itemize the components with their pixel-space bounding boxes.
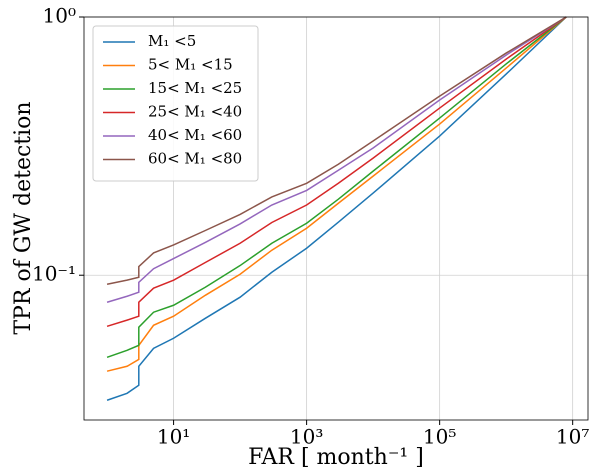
x-tick-label: 10⁷ (556, 425, 589, 449)
legend-label: 5< M₁ <15 (148, 56, 233, 74)
data-line (106, 16, 567, 372)
legend-label: 60< M₁ <80 (148, 150, 242, 168)
x-axis-label: FAR [ month⁻¹ ] (248, 445, 424, 470)
legend-label: 25< M₁ <40 (148, 103, 242, 121)
x-tick-label: 10³ (290, 425, 323, 449)
legend: M₁ <5 5< M₁ <15 15< M₁ <25 25< M₁ <40 40< M₁… (92, 25, 259, 182)
x-tick-label: 10⁵ (423, 425, 456, 449)
data-line (106, 16, 567, 328)
legend-label: M₁ <5 (148, 32, 196, 50)
data-line (106, 16, 567, 359)
x-tick-label: 10¹ (157, 425, 190, 449)
y-tick-label: 10⁰ (43, 4, 76, 28)
legend-label: 40< M₁ <60 (148, 126, 242, 144)
data-line (106, 16, 567, 285)
y-tick-label: 10⁻¹ (32, 262, 76, 286)
data-line (106, 16, 567, 401)
data-line (106, 16, 567, 303)
y-axis-label: TPR of GW detection (11, 101, 36, 334)
legend-label: 15< M₁ <25 (148, 79, 242, 97)
plot-frame (83, 16, 589, 421)
